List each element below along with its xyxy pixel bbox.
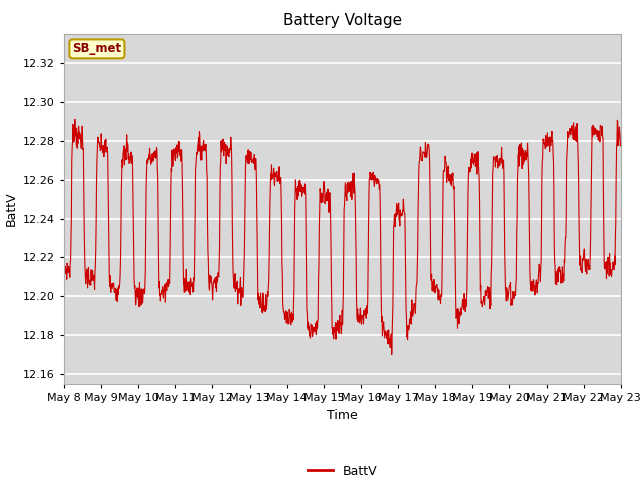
Title: Battery Voltage: Battery Voltage — [283, 13, 402, 28]
Text: SB_met: SB_met — [72, 42, 122, 55]
X-axis label: Time: Time — [327, 408, 358, 421]
Y-axis label: BattV: BattV — [4, 192, 17, 226]
Legend: BattV: BattV — [303, 460, 382, 480]
